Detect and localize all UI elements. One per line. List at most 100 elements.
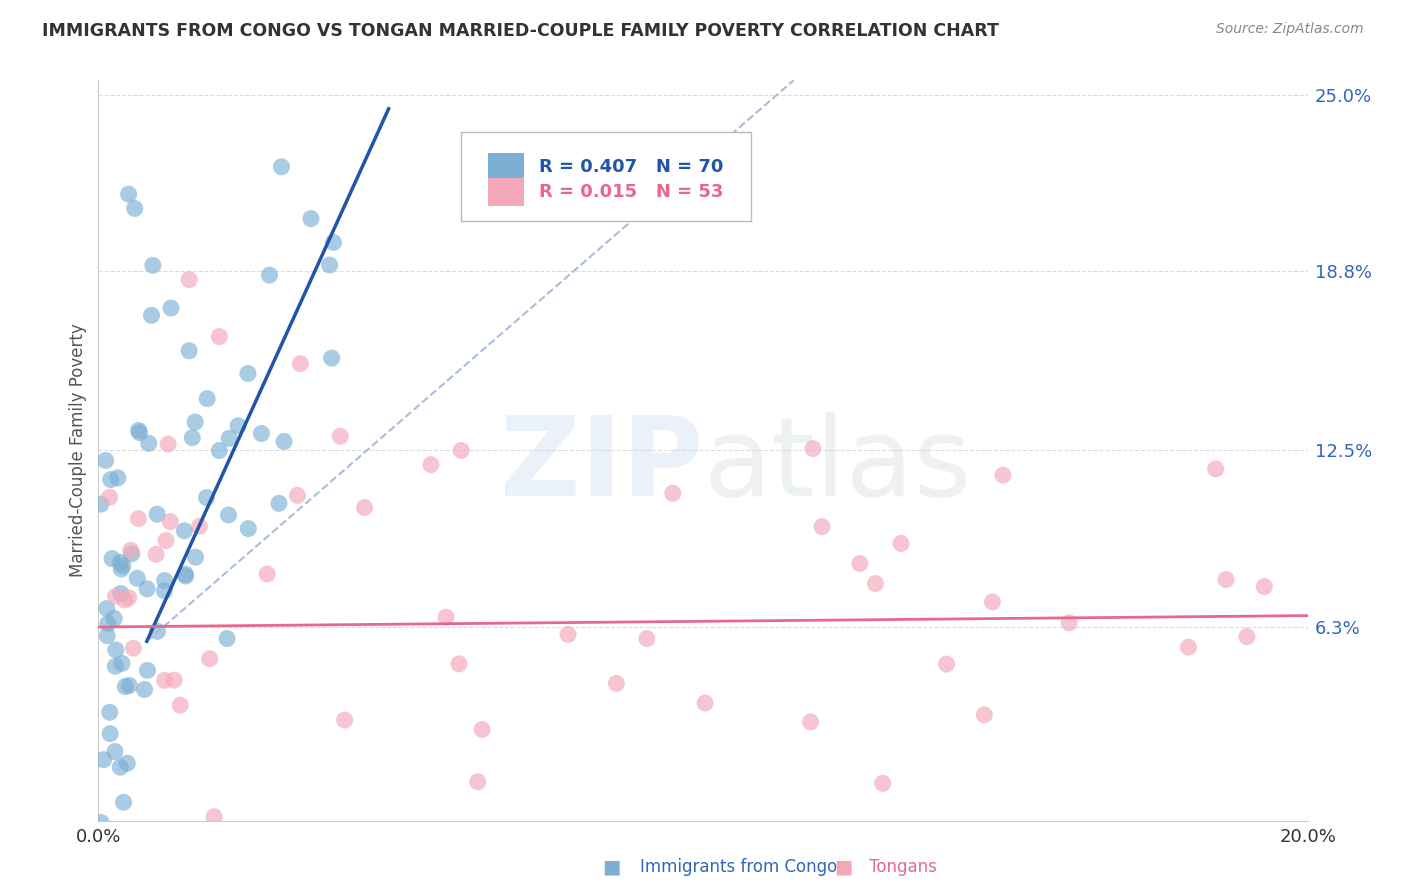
Point (90, 497, 112, 511)
Point (420, 458, 443, 472)
Point (153, 574, 176, 588)
Point (1253, 580, 1275, 594)
Point (104, 659, 127, 673)
Point (218, 508, 240, 522)
Point (121, 547, 143, 561)
Point (155, 533, 177, 548)
Point (236, 367, 259, 381)
Point (287, 488, 309, 502)
Point (98, 726, 121, 740)
Point (122, 641, 145, 656)
Point (104, 745, 127, 759)
Point (146, 507, 169, 521)
Point (801, 442, 824, 456)
Point (153, 583, 176, 598)
Point (145, 547, 167, 561)
Point (118, 679, 141, 693)
Point (215, 632, 238, 646)
Point (174, 567, 197, 582)
Text: R = 0.407   N = 70: R = 0.407 N = 70 (538, 158, 723, 176)
Point (111, 558, 134, 573)
Point (250, 426, 273, 441)
Point (103, 611, 125, 625)
Point (270, 160, 292, 174)
Point (981, 595, 1004, 609)
Point (97, 616, 120, 631)
Point (153, 673, 176, 688)
Point (973, 707, 995, 722)
Point (811, 519, 834, 533)
Text: Source: ZipAtlas.com: Source: ZipAtlas.com (1216, 22, 1364, 37)
Point (98, 706, 121, 720)
Point (110, 586, 132, 600)
Point (96, 601, 118, 615)
FancyBboxPatch shape (461, 132, 751, 221)
Point (865, 576, 887, 591)
Point (1205, 462, 1227, 476)
Point (134, 682, 156, 697)
Point (104, 590, 127, 604)
Point (273, 434, 295, 449)
Point (142, 259, 165, 273)
Point (114, 680, 136, 694)
Point (329, 429, 352, 443)
Point (471, 723, 494, 737)
Point (238, 522, 260, 536)
Point (226, 418, 249, 433)
Point (333, 713, 356, 727)
Point (111, 657, 134, 671)
Point (127, 571, 149, 585)
Text: Tongans: Tongans (869, 858, 936, 876)
Y-axis label: Married-Couple Family Poverty: Married-Couple Family Poverty (69, 324, 87, 577)
Point (353, 500, 375, 515)
Point (318, 258, 340, 272)
Point (101, 551, 124, 566)
Point (118, 591, 141, 605)
Point (136, 664, 159, 678)
Point (434, 610, 457, 624)
Point (127, 511, 149, 525)
Point (110, 562, 132, 576)
Point (321, 351, 343, 365)
Point (1177, 640, 1199, 655)
Bar (488, 153, 524, 181)
Point (124, 202, 146, 216)
Point (157, 437, 180, 451)
Point (93, 753, 115, 767)
Point (163, 673, 186, 687)
Point (160, 301, 183, 315)
Point (450, 443, 472, 458)
Text: atlas: atlas (703, 412, 972, 519)
Point (94, 453, 117, 467)
Point (184, 550, 207, 565)
Point (557, 627, 579, 641)
Text: ZIP: ZIP (499, 412, 703, 519)
Point (141, 309, 163, 323)
Point (290, 357, 312, 371)
Point (138, 436, 160, 450)
Point (991, 468, 1014, 483)
Point (259, 268, 281, 282)
Point (90, 815, 112, 830)
Point (181, 431, 204, 445)
Point (202, 810, 225, 824)
Point (890, 536, 912, 550)
Point (179, 272, 201, 286)
Point (110, 555, 132, 569)
Point (636, 632, 658, 646)
Point (256, 566, 278, 581)
Point (96, 629, 118, 643)
Point (208, 329, 231, 343)
Point (1057, 615, 1080, 630)
Bar (488, 178, 524, 206)
Point (188, 519, 211, 533)
Point (322, 235, 344, 250)
Text: IMMIGRANTS FROM CONGO VS TONGAN MARRIED-COUPLE FAMILY POVERTY CORRELATION CHART: IMMIGRANTS FROM CONGO VS TONGAN MARRIED-… (42, 22, 1000, 40)
Point (110, 760, 132, 774)
Point (173, 524, 195, 538)
Point (104, 828, 127, 842)
Point (218, 431, 240, 445)
Point (195, 392, 218, 406)
Point (179, 343, 201, 358)
Point (1215, 573, 1237, 587)
